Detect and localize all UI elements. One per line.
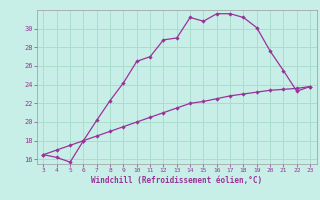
X-axis label: Windchill (Refroidissement éolien,°C): Windchill (Refroidissement éolien,°C): [91, 176, 262, 185]
